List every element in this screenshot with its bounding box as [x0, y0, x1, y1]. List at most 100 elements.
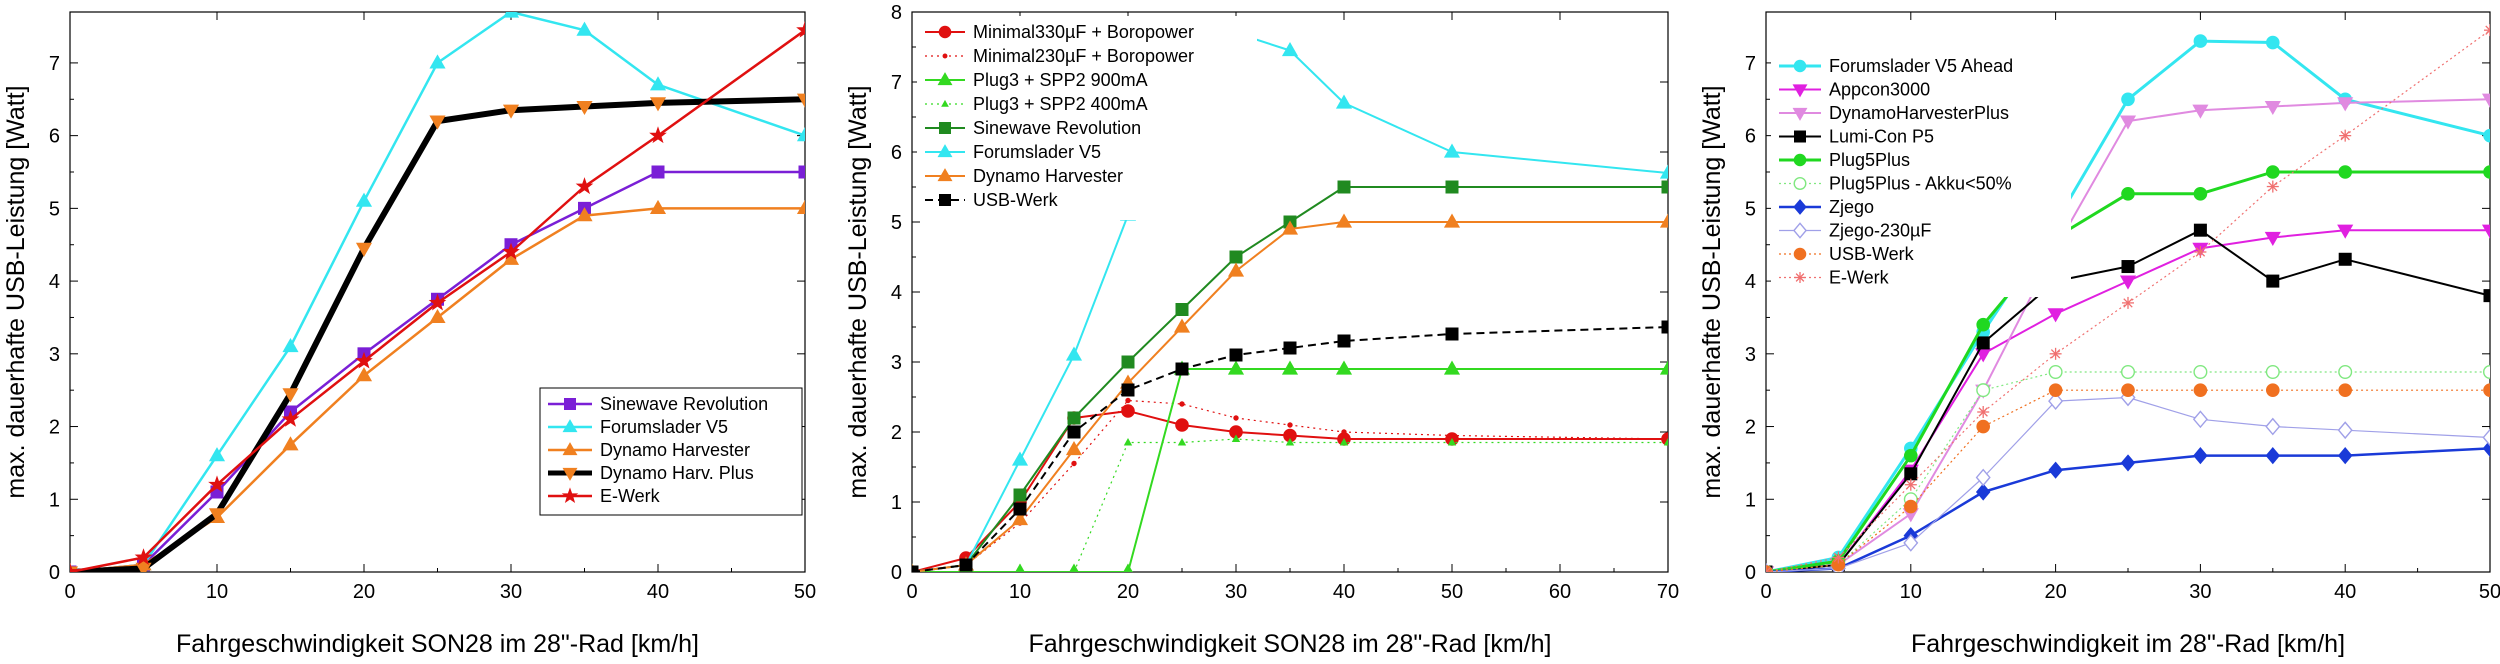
x-axis-label: Fahrgeschwindigkeit im 28"-Rad [km/h] [1911, 630, 2345, 658]
data-point [1766, 566, 1772, 572]
legend-item: DynamoHarvesterPlus [1779, 103, 2009, 123]
data-point [1071, 460, 1077, 467]
series-e-werk [70, 20, 805, 572]
data-point [2192, 410, 2208, 429]
legend-label: Plug5Plus - Akku<50% [1829, 174, 2012, 194]
data-point [282, 388, 299, 403]
data-point [2483, 383, 2490, 397]
legend-marker [564, 398, 576, 410]
legend-label: USB-Werk [973, 190, 1059, 210]
axis-ticks: 0 10 20 30 40 50 0 1 2 3 4 5 6 7 [1745, 12, 2500, 603]
asterisk-stroke [1766, 567, 1771, 572]
series-plug3-spp2-400ma [912, 434, 1668, 572]
data-point [1067, 425, 1081, 439]
x-tick-label: 50 [1441, 581, 1463, 603]
y-tick-label: 1 [1745, 489, 1756, 511]
legend-marker [939, 194, 951, 206]
data-point [2337, 97, 2354, 112]
y-tick-label: 5 [49, 198, 60, 220]
data-point [355, 367, 373, 382]
data-point [2266, 383, 2280, 397]
series-line [70, 96, 805, 572]
series-line [1766, 229, 2490, 572]
data-point [2482, 428, 2490, 447]
data-point [1175, 418, 1189, 432]
data-point [1017, 567, 1023, 572]
legend-label: DynamoHarvesterPlus [1829, 103, 2009, 123]
data-point [2193, 383, 2208, 397]
data-point [1281, 360, 1299, 375]
data-point [1449, 432, 1455, 439]
data-point [649, 126, 667, 144]
y-tick-label: 0 [1745, 562, 1756, 584]
legend-item: Dynamo Harv. Plus [548, 463, 754, 483]
data-point [1659, 213, 1668, 228]
data-point [1443, 360, 1461, 375]
series-line [70, 12, 805, 572]
data-point [208, 508, 226, 523]
series-line [1766, 371, 2490, 572]
x-tick-label: 40 [1333, 581, 1355, 603]
data-point [1904, 478, 1917, 491]
plot-area [912, 24, 1668, 572]
x-tick-label: 10 [206, 581, 228, 603]
legend-item: Plug3 + SPP2 400mA [925, 94, 1148, 114]
data-point [1335, 94, 1353, 109]
data-point [2193, 447, 2208, 465]
legend-box [539, 387, 803, 516]
legend-item: Minimal330µF + Boropower [925, 22, 1194, 42]
data-point [2119, 115, 2137, 130]
data-point [70, 562, 79, 572]
legend-label: E-Werk [600, 486, 661, 506]
chart-right: 0 10 20 30 40 50 0 1 2 3 4 5 6 7 Fahrgeschwindigkeit i… [1698, 11, 2500, 658]
data-point [2193, 223, 2207, 237]
series-sinewave-revolution [912, 180, 1668, 572]
series-e-werk [1766, 24, 2490, 572]
data-point [1013, 502, 1027, 516]
data-point [1903, 534, 1919, 552]
legend-marker [562, 442, 578, 456]
y-tick-label: 0 [49, 562, 60, 584]
data-point [2120, 365, 2135, 380]
legend-item: Plug3 + SPP2 900mA [925, 70, 1148, 90]
legend-label: Sinewave Revolution [973, 118, 1141, 138]
legend-item: Plug5Plus - Akku<50% [1779, 174, 2012, 194]
data-point [2048, 392, 2064, 410]
legend-label: Forumslader V5 [973, 142, 1101, 162]
y-tick-label: 6 [891, 142, 902, 164]
plot-area [1766, 24, 2490, 572]
data-point [2047, 308, 2064, 323]
data-point [796, 199, 805, 214]
data-point [2121, 260, 2135, 274]
x-axis-label: Fahrgeschwindigkeit SON28 im 28"-Rad [km… [176, 630, 699, 658]
x-tick-label: 50 [794, 581, 816, 603]
series-line [1766, 229, 2490, 572]
axis-ticks: 0 10 20 30 40 50 60 70 0 1 2 3 4 5 6 7 8 [891, 2, 1679, 603]
x-tick-label: 40 [647, 581, 669, 603]
data-point [355, 192, 373, 207]
y-tick-label: 2 [891, 422, 902, 444]
data-point [281, 409, 300, 427]
axis-ticks: 0 10 20 30 40 50 0 1 2 3 4 5 6 7 [49, 12, 816, 603]
legend-marker [1793, 199, 1807, 215]
y-tick-label: 3 [49, 344, 60, 366]
data-point [1977, 406, 1990, 418]
x-tick-label: 10 [1009, 581, 1031, 603]
data-point [1661, 320, 1668, 334]
data-point [2193, 34, 2208, 48]
data-point [2483, 365, 2490, 379]
y-tick-label: 1 [49, 489, 60, 511]
data-point [502, 12, 520, 18]
legend-item: E-Werk [548, 486, 661, 506]
legend-label: Lumi-Con P5 [1829, 127, 1934, 147]
data-point [429, 54, 446, 69]
legend-item: USB-Werk [1779, 244, 1915, 264]
data-point [1832, 551, 1845, 564]
x-tick-label: 20 [2044, 581, 2066, 603]
data-point [1445, 327, 1459, 341]
data-point [1233, 415, 1239, 421]
data-point [1065, 346, 1083, 361]
data-point [1175, 362, 1189, 376]
legend-marker [942, 53, 948, 59]
